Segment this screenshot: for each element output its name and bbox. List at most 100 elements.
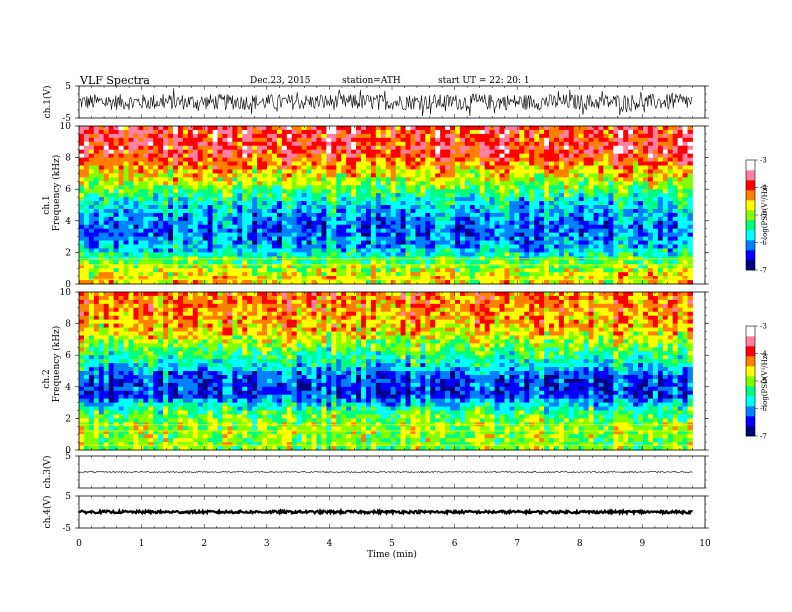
ch1-spec-cell: [425, 177, 431, 182]
ch1-spec-cell: [509, 280, 515, 285]
ch1-spec-cell: [534, 212, 540, 218]
ch1-spec-cell: [672, 228, 679, 234]
ch1-spec-cell: [361, 137, 367, 143]
ch1-spec-cell: [549, 252, 555, 257]
ch1-spec-cell: [276, 272, 283, 277]
ch1-spec-cell: [563, 236, 570, 241]
ch1-spec-cell: [192, 181, 199, 186]
ch1-spec-cell: [420, 208, 426, 214]
ch1-spec-cell: [578, 244, 585, 249]
ch1-spec-cell: [430, 272, 436, 277]
ch1-spec-cell: [252, 153, 258, 158]
ch1-spec-cell: [83, 197, 90, 202]
ch1-spec-cell: [267, 137, 273, 143]
ch1-spec-cell: [321, 201, 327, 206]
ch1-spec-cell: [331, 240, 337, 245]
ch1-spec-cell: [494, 169, 500, 174]
ch1-spec-cell: [563, 189, 570, 194]
ch1-spec-cell: [192, 145, 199, 151]
ch1-spec-cell: [187, 169, 194, 174]
ch1-spec-cell: [445, 165, 451, 170]
ch1-spec-cell: [326, 260, 332, 265]
ch1-spec-cell: [158, 169, 164, 174]
ch1-spec-cell: [192, 193, 199, 198]
ch1-spec-cell: [271, 236, 278, 241]
ch1-spec-cell: [301, 181, 307, 186]
ch1-spec-cell: [98, 276, 105, 281]
ch1-spec-cell: [311, 244, 317, 249]
ch1-spec-cell: [672, 252, 679, 257]
ch1-spec-cell: [331, 133, 337, 139]
ch1-spec-cell: [163, 165, 169, 170]
ch1-spec-cell: [450, 220, 456, 226]
ch1-spec-cell: [365, 216, 372, 222]
ch1-spec-cell: [375, 264, 382, 269]
ch1-spec-cell: [410, 126, 416, 131]
ch1-spec-cell: [549, 205, 555, 210]
ch1-spec-cell: [672, 189, 679, 194]
ch1-spec-cell: [618, 189, 624, 194]
ch1-spec-cell: [177, 252, 184, 257]
ch1-spec-cell: [430, 216, 436, 222]
ch1-spec-cell: [459, 272, 466, 277]
ch1-spec-cell: [128, 228, 134, 234]
ch1-spec-cell: [336, 236, 342, 241]
ch1-spec-cell: [672, 248, 679, 253]
ch1-spec-cell: [133, 232, 139, 237]
ch1-spec-cell: [187, 216, 194, 222]
ch1-spec-cell: [118, 197, 124, 202]
ch1-spec-cell: [252, 197, 258, 202]
ch1-spec-cell: [573, 161, 580, 166]
ch1-spec-cell: [563, 161, 570, 166]
ch1-spec-cell: [93, 153, 100, 158]
ch1-spec-cell: [509, 161, 515, 166]
ch1-spec-cell: [182, 248, 189, 253]
ch1-spec-cell: [103, 205, 110, 210]
ch1-spec-cell: [252, 141, 258, 147]
ch1-spec-cell: [286, 216, 293, 222]
ch1-spec-cell: [148, 169, 154, 174]
ch1-spec-cell: [652, 244, 659, 249]
ch1-spec-cell: [588, 252, 594, 257]
ch1-spec-cell: [553, 264, 560, 269]
ch1-spec-cell: [672, 244, 679, 249]
ch1-spec-cell: [128, 177, 134, 182]
ch1-spec-cell: [365, 248, 372, 253]
ch1-spec-cell: [598, 252, 604, 257]
ch1-spec-cell: [138, 193, 144, 198]
ch1-spec-cell: [549, 173, 555, 178]
ch1-spec-cell: [529, 145, 535, 151]
ch1-spec-cell: [271, 244, 278, 249]
ch1-spec-cell: [237, 260, 243, 265]
ch1-spec-cell: [588, 157, 594, 162]
ch1-spec-cell: [504, 133, 510, 139]
ch1-spec-cell: [430, 244, 436, 249]
ch1-spec-cell: [657, 153, 664, 158]
ch1-spec-cell: [464, 161, 471, 166]
ch1-spec-cell: [197, 153, 204, 158]
ch1-spec-cell: [583, 165, 589, 170]
ch1-spec-cell: [128, 220, 134, 226]
ch1-spec-cell: [247, 169, 253, 174]
ch1-spec-cell: [534, 201, 540, 206]
ch1-spec-cell: [351, 216, 357, 222]
ch1-spec-cell: [573, 208, 580, 214]
ch1-spec-cell: [286, 126, 293, 131]
ch1-spec-cell: [197, 165, 204, 170]
ch1-spec-cell: [252, 252, 258, 257]
ch1-spec-cell: [519, 137, 525, 143]
ch1-spec-cell: [534, 216, 540, 222]
ch1-spec-cell: [657, 173, 664, 178]
ch1-spec-cell: [153, 129, 159, 135]
ch1-spec-cell: [192, 264, 199, 269]
ch1-spec-cell: [202, 137, 209, 143]
ch1-spec-cell: [177, 189, 184, 194]
ch1-spec-cell: [177, 268, 184, 273]
ch1-spec-cell: [98, 201, 105, 206]
ch1-spec-cell: [138, 177, 144, 182]
ch1-spec-cell: [375, 177, 382, 182]
ch1-spec-cell: [83, 228, 90, 234]
ch1-spec-cell: [469, 252, 476, 257]
ch1-spec-cell: [420, 161, 426, 166]
ch1-spec-cell: [326, 197, 332, 202]
